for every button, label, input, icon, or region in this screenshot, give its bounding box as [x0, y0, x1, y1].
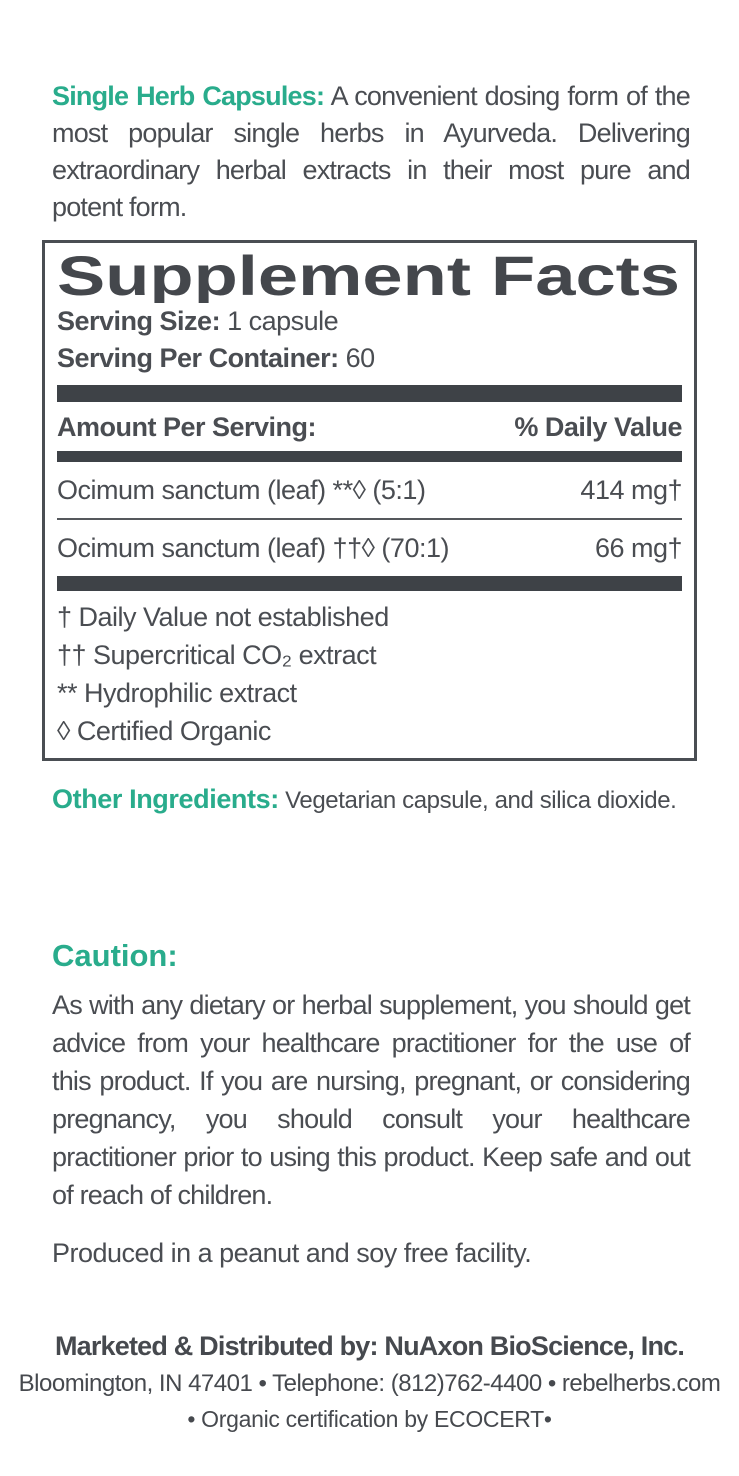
divider-bar-thick: [57, 385, 682, 402]
servings-per-container-label: Serving Per Container:: [57, 343, 339, 373]
contact-line: Bloomington, IN 47401 • Telephone: (812)…: [18, 1370, 721, 1397]
supplement-facts-panel: Supplement Facts Serving Size: 1 capsule…: [42, 240, 697, 761]
ingredient-name: Ocimum sanctum (leaf) ††◊ (70:1): [57, 533, 449, 563]
table-row: Ocimum sanctum (leaf) ††◊ (70:1) 66 mg†: [57, 520, 683, 576]
facility-note: Produced in a peanut and soy free facili…: [52, 1238, 532, 1268]
footnote-daily-value: † Daily Value not established: [57, 602, 389, 632]
footnote-hydrophilic: ** Hydrophilic extract: [57, 678, 297, 708]
servings-per-container-value: 60: [345, 343, 376, 373]
caution-paragraph: As with any dietary or herbal supplement…: [52, 990, 691, 1210]
ingredient-name: Ocimum sanctum (leaf) **◊ (5:1): [57, 475, 426, 505]
divider-bar-medium: [57, 451, 682, 462]
ingredient-amount: 66 mg†: [594, 533, 683, 563]
table-row: Ocimum sanctum (leaf) **◊ (5:1) 414 mg†: [57, 462, 682, 518]
other-ingredients-line: Other Ingredients: Vegetarian capsule, a…: [52, 783, 690, 817]
distributor-line: Marketed & Distributed by: NuAxon BioSci…: [54, 1331, 685, 1361]
table-header-row: Amount Per Serving: % Daily Value: [57, 407, 682, 451]
supplement-facts-title-text: Supplement Facts: [57, 249, 680, 303]
serving-size-value: 1 capsule: [227, 306, 339, 336]
intro-paragraph: Single Herb Capsules: A convenient dosin…: [52, 78, 691, 226]
other-ingredients-text: Vegetarian capsule, and silica dioxide.: [285, 787, 677, 814]
servings-per-container-line: Serving Per Container: 60: [57, 340, 682, 377]
footnote-supercritical-co2: †† Supercritical CO₂ extract: [57, 640, 377, 670]
divider-bar-medium: [57, 576, 682, 591]
ingredient-amount: 414 mg†: [580, 475, 682, 505]
footer-block: Marketed & Distributed by: NuAxon BioSci…: [0, 1326, 739, 1436]
footnote-certified-organic: ◊ Certified Organic: [57, 716, 271, 746]
intro-text: A convenient dosing form of the most pop…: [52, 81, 691, 222]
amount-per-serving-header: Amount Per Serving:: [57, 412, 317, 442]
supplement-facts-title: Supplement Facts: [57, 249, 680, 303]
footnotes-block: † Daily Value not established †† Supercr…: [57, 591, 682, 752]
serving-size-line: Serving Size: 1 capsule: [57, 303, 682, 340]
certification-line: • Organic certification by ECOCERT•: [187, 1406, 552, 1432]
caution-heading: Caution:: [52, 938, 178, 973]
intro-heading: Single Herb Capsules:: [52, 81, 325, 111]
daily-value-header: % Daily Value: [514, 412, 682, 442]
serving-size-label: Serving Size:: [57, 306, 221, 336]
other-ingredients-label: Other Ingredients:: [52, 784, 279, 814]
row-divider: [57, 518, 682, 520]
